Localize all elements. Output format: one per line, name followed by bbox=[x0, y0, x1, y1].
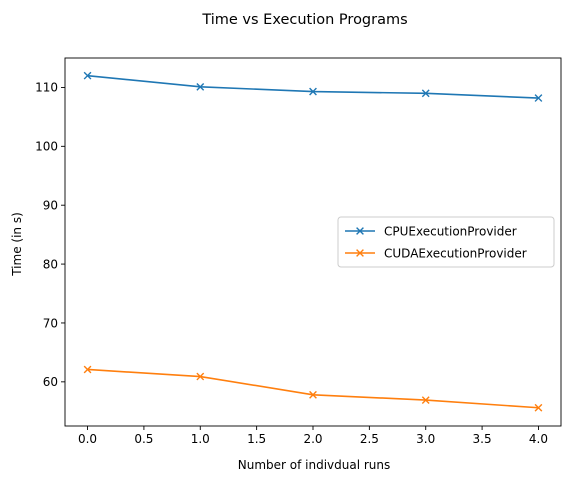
y-tick-label: 80 bbox=[43, 257, 58, 271]
x-marker-stroke bbox=[83, 71, 92, 80]
x-marker-stroke bbox=[534, 94, 543, 102]
series-2-point bbox=[196, 372, 205, 381]
legend: CPUExecutionProvider CUDAExecutionProvide… bbox=[337, 216, 555, 268]
series-1-point bbox=[196, 82, 205, 91]
series-2-point bbox=[421, 396, 430, 404]
x-marker-stroke bbox=[534, 403, 543, 412]
x-marker-stroke bbox=[196, 372, 205, 381]
legend-marker-stroke bbox=[356, 227, 364, 235]
y-tick-label: 110 bbox=[35, 81, 58, 95]
axes-frame bbox=[64, 57, 562, 427]
x-marker-stroke bbox=[196, 82, 205, 91]
series-2-point bbox=[309, 390, 317, 399]
x-marker-stroke bbox=[421, 396, 430, 404]
legend-label: CPUExecutionProvider bbox=[384, 224, 517, 238]
series-2-point bbox=[83, 365, 92, 374]
x-tick-label: 1.5 bbox=[247, 432, 266, 446]
series-1-point bbox=[421, 89, 430, 98]
legend-item: CPUExecutionProvider bbox=[345, 224, 517, 238]
x-tick-label: 4.0 bbox=[529, 432, 548, 446]
y-tick-label: 100 bbox=[35, 140, 58, 154]
x-tick-label: 2.5 bbox=[360, 432, 379, 446]
legend-box bbox=[337, 216, 555, 268]
y-tick-label: 60 bbox=[43, 375, 58, 389]
y-tick-label: 90 bbox=[43, 199, 58, 213]
x-tick-label: 0.5 bbox=[134, 432, 153, 446]
chart-title: Time vs Execution Programs bbox=[201, 12, 407, 28]
x-tick-label: 2.0 bbox=[303, 432, 322, 446]
y-axis-label: Time (in s) bbox=[10, 212, 24, 277]
series-line-1 bbox=[87, 74, 539, 99]
x-tick-label: 1.0 bbox=[191, 432, 210, 446]
x-tick-label: 3.0 bbox=[416, 432, 435, 446]
series-line-2 bbox=[87, 368, 539, 409]
y-tick-label: 70 bbox=[43, 316, 58, 330]
series-1-point bbox=[534, 94, 543, 102]
x-axis-label: Number of indivdual runs bbox=[238, 458, 391, 472]
x-marker-stroke bbox=[309, 390, 317, 399]
series-1-point bbox=[83, 71, 92, 80]
x-marker-stroke bbox=[309, 87, 317, 96]
series-1-point bbox=[309, 87, 317, 96]
x-marker-stroke bbox=[421, 89, 430, 98]
legend-marker-stroke bbox=[356, 249, 364, 257]
legend-label: CUDAExecutionProvider bbox=[384, 246, 527, 260]
x-tick-label: 3.5 bbox=[473, 432, 492, 446]
x-tick-label: 0.0 bbox=[78, 432, 97, 446]
series-2-point bbox=[534, 403, 543, 412]
plot-area: 0.0 0.5 1.0 1.5 2.0 2.5 3.0 3.5 4.0 60 70 80 90 100 11… bbox=[35, 57, 562, 446]
x-marker-stroke bbox=[83, 365, 92, 374]
legend-item: CUDAExecutionProvider bbox=[345, 246, 527, 260]
